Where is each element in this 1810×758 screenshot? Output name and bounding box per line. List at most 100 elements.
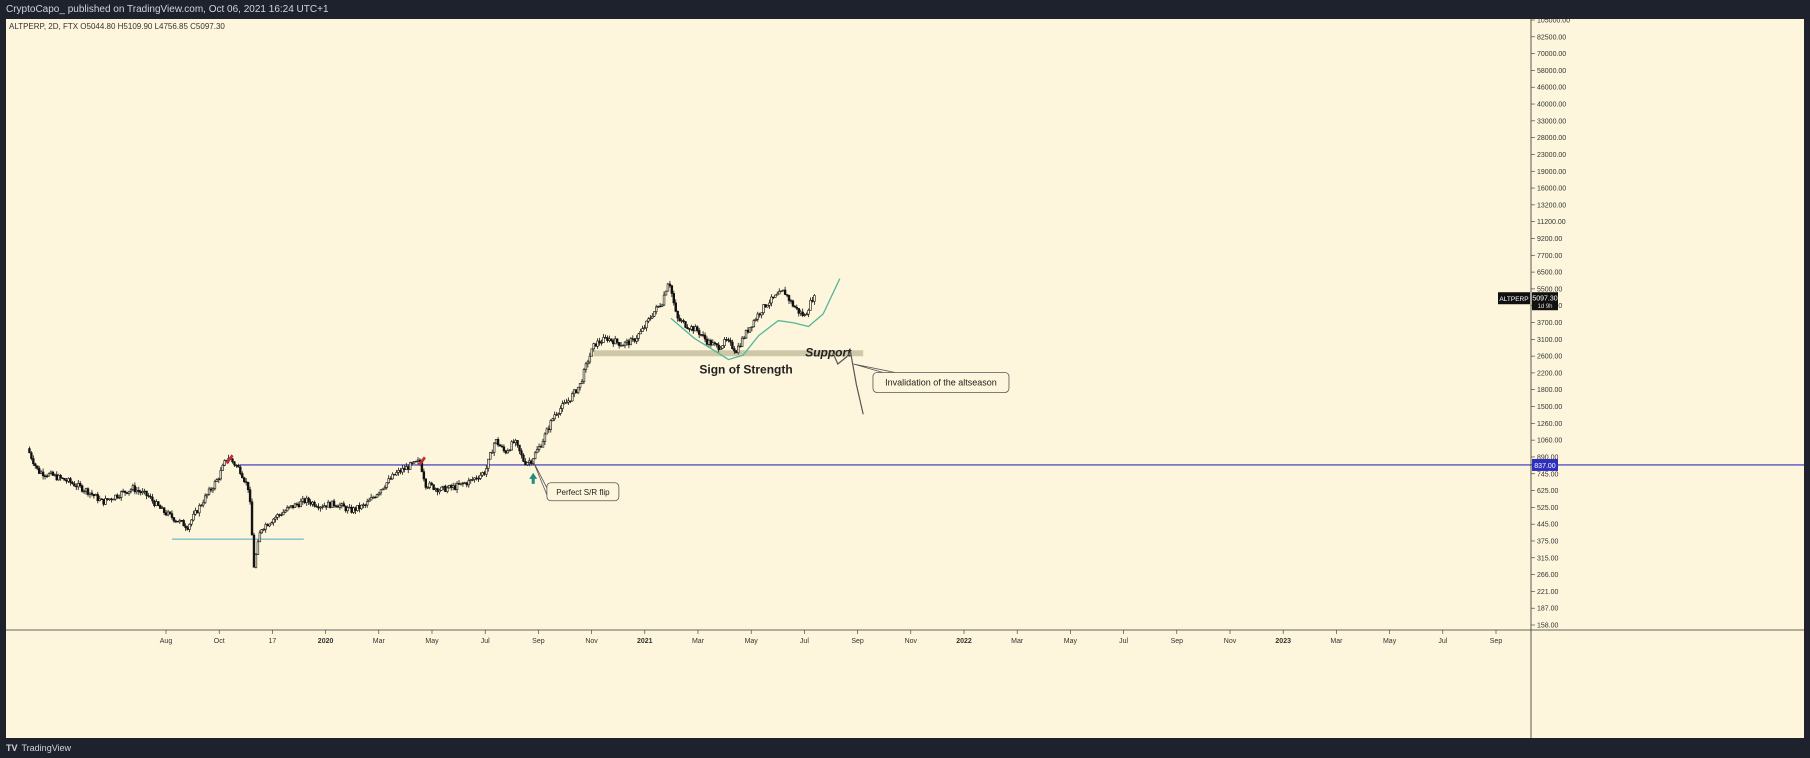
candle bbox=[182, 519, 185, 527]
candle bbox=[120, 490, 123, 501]
candle bbox=[170, 510, 174, 520]
candle bbox=[522, 453, 525, 463]
candle-body bbox=[198, 505, 201, 514]
candle bbox=[446, 485, 449, 494]
candle bbox=[574, 388, 578, 394]
candle-body bbox=[203, 495, 207, 504]
support-label: Support bbox=[805, 345, 852, 359]
y-tick-label: 9200.00 bbox=[1537, 236, 1562, 243]
candle bbox=[223, 459, 226, 467]
flip-callout-box bbox=[546, 482, 620, 502]
candle bbox=[346, 505, 349, 514]
candle bbox=[151, 493, 154, 504]
candle-body bbox=[202, 502, 205, 506]
candle bbox=[549, 419, 552, 433]
candle bbox=[96, 491, 99, 504]
candle-body bbox=[621, 344, 625, 347]
candle bbox=[276, 513, 279, 521]
candle bbox=[491, 449, 494, 454]
candle bbox=[215, 478, 219, 482]
candle bbox=[778, 288, 781, 295]
candle-body bbox=[264, 524, 267, 530]
candle-body bbox=[760, 312, 763, 316]
candle-body bbox=[303, 498, 306, 503]
candle-body bbox=[801, 311, 804, 316]
candle-body bbox=[63, 478, 66, 481]
candle-body bbox=[168, 511, 172, 514]
candle bbox=[203, 493, 207, 504]
candle-body bbox=[787, 295, 791, 301]
candle-body bbox=[778, 291, 781, 295]
y-tick-label: 6500.00 bbox=[1537, 270, 1562, 277]
candle-body bbox=[166, 511, 170, 516]
y-tick-label: 5500.00 bbox=[1537, 286, 1562, 293]
candle-body bbox=[408, 462, 412, 470]
y-tick-label: 266.00 bbox=[1537, 572, 1559, 579]
candle bbox=[36, 465, 39, 471]
candle-body bbox=[645, 320, 648, 329]
candle bbox=[237, 463, 240, 468]
candle-body bbox=[444, 485, 447, 492]
candle-body bbox=[475, 477, 478, 480]
candle-body bbox=[149, 496, 152, 498]
candle-body bbox=[684, 321, 687, 328]
candle-body bbox=[448, 485, 451, 489]
candle-body bbox=[752, 320, 756, 328]
candle-body bbox=[631, 338, 634, 340]
candle-body bbox=[114, 494, 117, 500]
candle-body bbox=[596, 340, 599, 347]
candle-body bbox=[694, 326, 697, 332]
candle-body bbox=[569, 400, 572, 402]
candle-body bbox=[459, 482, 463, 485]
chart-panel[interactable]: Support Sign of Strength Invalidation of … bbox=[6, 19, 1804, 738]
price-chart[interactable]: Support Sign of Strength Invalidation of … bbox=[6, 19, 1804, 738]
candle-body bbox=[438, 489, 441, 493]
candle-body bbox=[120, 491, 123, 498]
candle bbox=[184, 523, 187, 531]
candle-body bbox=[574, 389, 578, 394]
y-tick-label: 19000.00 bbox=[1537, 169, 1566, 176]
candle bbox=[487, 458, 490, 472]
candle-body bbox=[133, 485, 137, 493]
candle-body bbox=[463, 482, 467, 484]
candle bbox=[205, 493, 209, 499]
candle bbox=[260, 529, 263, 534]
callout-pointer bbox=[853, 363, 896, 373]
candle-body bbox=[576, 386, 580, 394]
candle-body bbox=[116, 494, 119, 498]
candle bbox=[508, 449, 511, 452]
candle bbox=[118, 494, 121, 500]
candle bbox=[731, 339, 734, 350]
candle-body bbox=[496, 439, 500, 446]
candle bbox=[713, 341, 717, 346]
x-tick-label: 2021 bbox=[637, 638, 653, 645]
candle-body bbox=[461, 482, 465, 485]
candle-body bbox=[100, 498, 103, 500]
candle-body bbox=[395, 472, 398, 476]
candle bbox=[82, 489, 86, 494]
candle-body bbox=[37, 468, 41, 474]
candle-body bbox=[807, 309, 810, 315]
candle bbox=[641, 325, 644, 332]
candle bbox=[510, 440, 513, 451]
candle-body bbox=[746, 329, 750, 333]
candle-body bbox=[535, 449, 539, 454]
candle-body bbox=[389, 478, 392, 480]
candle-body bbox=[533, 452, 537, 460]
sign-of-strength-label: Sign of Strength bbox=[699, 363, 792, 377]
candle bbox=[615, 338, 619, 345]
candle-body bbox=[270, 522, 273, 525]
candle bbox=[272, 518, 275, 526]
candle bbox=[47, 472, 51, 477]
x-tick-label: Aug bbox=[160, 638, 173, 645]
candle-body bbox=[239, 466, 242, 474]
candle bbox=[383, 485, 387, 491]
candle bbox=[588, 352, 592, 365]
x-tick-label: May bbox=[1383, 638, 1397, 645]
y-tick-label: 315.00 bbox=[1537, 555, 1559, 562]
candle bbox=[59, 473, 62, 481]
candle bbox=[80, 484, 84, 493]
candle-body bbox=[248, 489, 252, 503]
candle bbox=[729, 337, 732, 346]
